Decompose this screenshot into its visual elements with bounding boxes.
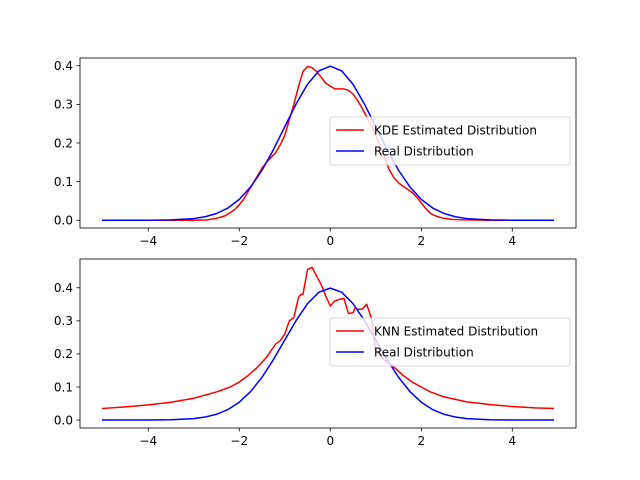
y-tick-label: 0.3 [54, 98, 73, 112]
legend-label: Real Distribution [374, 346, 474, 360]
y-tick-label: 0.2 [54, 347, 73, 361]
subplot-1: −4 −2 0 2 4 0.0 0.1 0.2 0.3 0.4 KDE Estimated Dist… [54, 57, 577, 248]
x-tick-label: 2 [417, 434, 425, 448]
x-tick-label: −2 [230, 434, 248, 448]
y-tick-label: 0.0 [54, 413, 73, 427]
series-line-estimated [101, 266, 555, 410]
series-group [102, 65, 554, 222]
x-tick-label: −4 [139, 234, 157, 248]
y-tick-label: 0.2 [54, 136, 73, 150]
series-group [101, 266, 555, 421]
legend-label: KDE Estimated Distribution [374, 124, 537, 138]
y-tick-label: 0.4 [54, 59, 73, 73]
series-line-estimated [102, 65, 554, 222]
legend-label: KNN Estimated Distribution [374, 325, 538, 339]
x-tick-label: 0 [326, 434, 334, 448]
y-tick-label: 0.3 [54, 314, 73, 328]
axes-frame [79, 258, 577, 429]
y-tick-label: 0.4 [54, 281, 73, 295]
x-tick-label: −4 [139, 434, 157, 448]
legend: KDE Estimated Distribution Real Distribut… [329, 116, 571, 166]
series-line-real [102, 287, 554, 421]
x-tick-label: 4 [508, 234, 516, 248]
x-tick-label: 2 [417, 234, 425, 248]
x-tick-label: 0 [326, 234, 334, 248]
x-tick-label: 4 [508, 434, 516, 448]
legend-box [329, 116, 571, 166]
subplot-2: −4 −2 0 2 4 0.0 0.1 0.2 0.3 0.4 KNN Estimated Dist… [54, 258, 577, 448]
y-tick-label: 0.1 [54, 175, 73, 189]
legend-label: Real Distribution [374, 145, 474, 159]
charts-container: −4 −2 0 2 4 0.0 0.1 0.2 0.3 0.4 KDE Estimated Dist… [54, 57, 577, 448]
x-tick-label: −2 [230, 234, 248, 248]
legend: KNN Estimated Distribution Real Distribut… [329, 317, 571, 367]
y-tick-label: 0.1 [54, 380, 73, 394]
y-tick-label: 0.0 [54, 214, 73, 228]
series-line-real [102, 65, 554, 222]
legend-box [329, 317, 571, 367]
